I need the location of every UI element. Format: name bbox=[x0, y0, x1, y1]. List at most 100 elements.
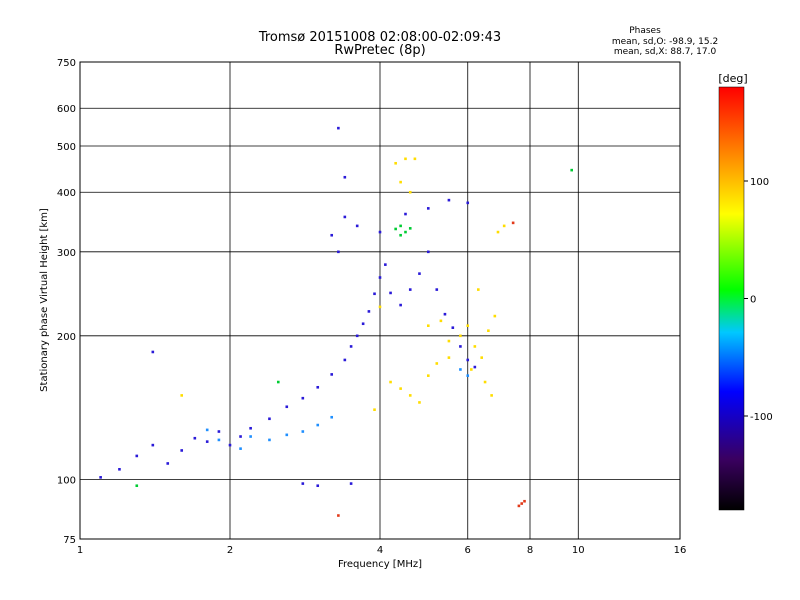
data-point bbox=[389, 380, 392, 384]
x-tick-label: 2 bbox=[227, 545, 233, 556]
data-point bbox=[389, 291, 392, 295]
x-axis-ticks: 1 2 4 6 8 10 16 bbox=[77, 545, 687, 556]
data-point bbox=[355, 334, 359, 338]
data-point bbox=[404, 212, 407, 216]
data-point bbox=[337, 126, 340, 130]
x-tick-label: 6 bbox=[465, 545, 471, 556]
data-point bbox=[268, 417, 271, 421]
grid bbox=[79, 61, 681, 540]
data-point bbox=[408, 288, 412, 291]
data-point bbox=[316, 385, 320, 389]
data-point bbox=[151, 443, 155, 447]
data-point bbox=[239, 447, 242, 450]
data-point bbox=[413, 157, 417, 161]
data-point bbox=[426, 324, 430, 328]
data-point bbox=[135, 454, 139, 458]
data-point bbox=[151, 350, 155, 354]
data-point bbox=[447, 356, 451, 359]
data-point bbox=[373, 408, 376, 412]
data-point bbox=[343, 215, 347, 219]
data-point bbox=[399, 303, 402, 307]
y-axis-ticks: 75 100 200 300 400 500 600 750 bbox=[57, 58, 76, 546]
colorbar-tick-label: 0 bbox=[750, 295, 756, 306]
data-point bbox=[349, 482, 353, 485]
x-tick-label: 16 bbox=[674, 545, 687, 556]
x-tick-label: 8 bbox=[527, 545, 533, 556]
data-point bbox=[493, 314, 497, 318]
data-point bbox=[180, 449, 184, 452]
data-point bbox=[180, 394, 184, 397]
data-point bbox=[249, 426, 252, 430]
y-tick-label: 500 bbox=[57, 142, 76, 153]
y-tick-label: 75 bbox=[63, 535, 76, 546]
data-point bbox=[480, 356, 484, 359]
data-point bbox=[439, 319, 443, 323]
data-point bbox=[118, 467, 121, 471]
x-tick-label: 1 bbox=[77, 545, 83, 556]
y-tick-label: 300 bbox=[57, 248, 76, 259]
data-point bbox=[473, 345, 477, 348]
data-point bbox=[418, 272, 421, 275]
data-point bbox=[384, 263, 387, 266]
data-point bbox=[408, 394, 412, 397]
data-point bbox=[394, 161, 397, 165]
data-point bbox=[349, 345, 353, 348]
y-tick-label: 100 bbox=[57, 475, 76, 486]
data-point bbox=[470, 368, 473, 371]
data-point bbox=[330, 373, 334, 376]
colorbar-tick-label: 100 bbox=[750, 177, 769, 188]
data-point bbox=[466, 374, 470, 377]
data-point bbox=[378, 276, 382, 279]
data-point bbox=[285, 433, 289, 437]
data-point bbox=[316, 423, 320, 427]
data-point bbox=[459, 345, 462, 348]
data-point bbox=[394, 227, 397, 231]
data-point bbox=[337, 250, 340, 254]
x-axis-label: Frequency [MHz] bbox=[338, 559, 422, 570]
data-point bbox=[367, 310, 371, 313]
data-point bbox=[426, 250, 430, 254]
data-point bbox=[466, 201, 470, 205]
data-point bbox=[217, 438, 221, 442]
data-point bbox=[473, 365, 477, 369]
data-point bbox=[205, 440, 209, 443]
y-tick-label: 400 bbox=[57, 188, 76, 199]
data-point bbox=[399, 233, 402, 237]
data-point bbox=[337, 514, 340, 517]
data-point bbox=[217, 430, 221, 433]
data-point bbox=[490, 394, 493, 397]
data-point bbox=[447, 198, 451, 202]
data-point bbox=[435, 362, 439, 365]
data-point bbox=[426, 374, 430, 377]
y-axis-label: Stationary phase Virtual Height [km] bbox=[39, 208, 50, 392]
data-point bbox=[451, 326, 455, 329]
data-point bbox=[249, 435, 252, 438]
colorbar-tick-label: -100 bbox=[750, 412, 773, 423]
data-point bbox=[205, 428, 209, 432]
data-point bbox=[447, 339, 451, 343]
data-point bbox=[343, 358, 347, 362]
colorbar bbox=[718, 86, 745, 511]
phase-box-header: Phases bbox=[629, 26, 661, 36]
data-point bbox=[361, 322, 365, 326]
data-point bbox=[276, 380, 280, 384]
data-point bbox=[459, 334, 462, 338]
data-point bbox=[466, 324, 470, 328]
chart-title: Tromsø 20151008 02:08:00-02:09:43 bbox=[258, 30, 501, 45]
data-point bbox=[355, 224, 359, 228]
data-point bbox=[399, 387, 402, 390]
data-point bbox=[285, 405, 289, 409]
data-point bbox=[483, 380, 487, 384]
data-point bbox=[404, 230, 407, 234]
data-point bbox=[378, 230, 382, 234]
data-points bbox=[99, 126, 573, 517]
data-point bbox=[378, 305, 382, 309]
data-point bbox=[487, 329, 490, 332]
y-tick-label: 200 bbox=[57, 332, 76, 343]
data-point bbox=[330, 415, 334, 419]
data-point bbox=[239, 435, 242, 438]
data-point bbox=[166, 462, 170, 465]
data-point bbox=[301, 430, 305, 433]
data-point bbox=[399, 224, 402, 228]
